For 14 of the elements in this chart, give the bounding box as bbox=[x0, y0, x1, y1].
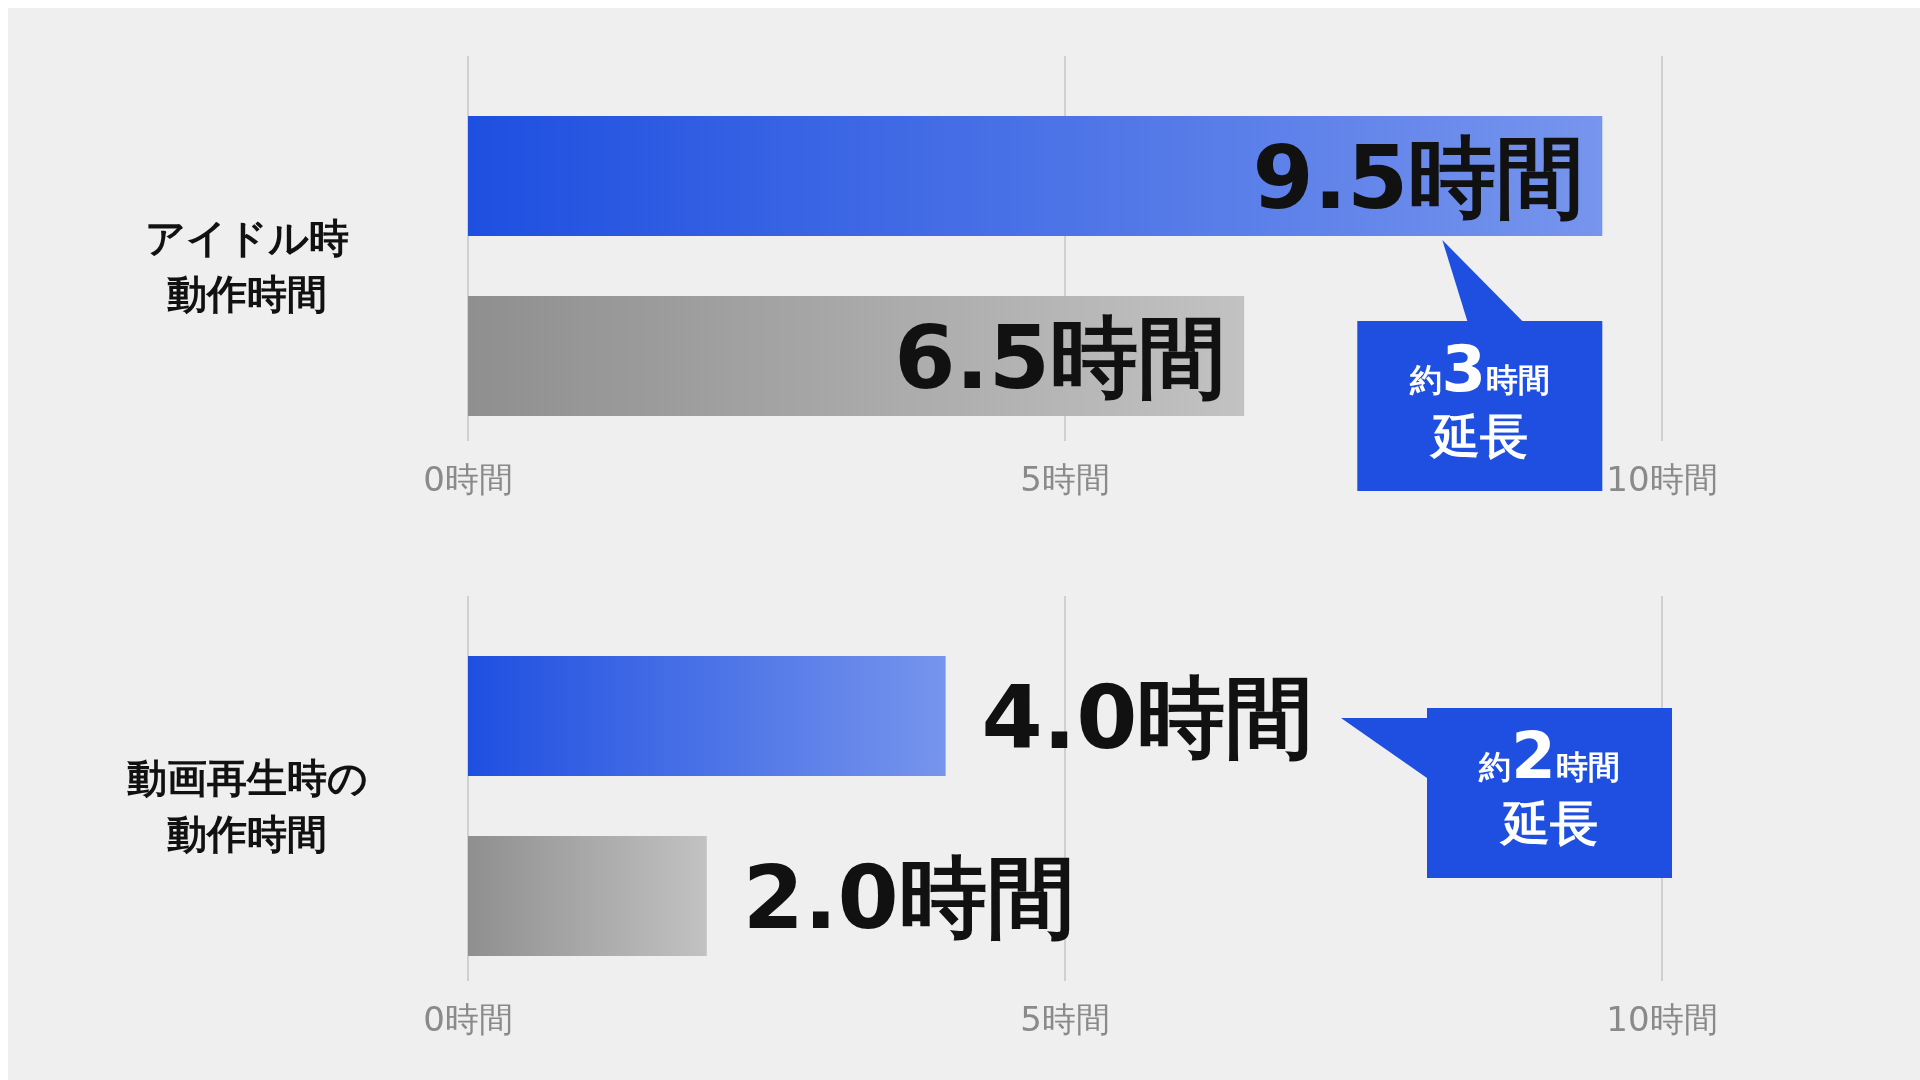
annotation: 約2時間延長 bbox=[1478, 719, 1620, 851]
data-label: 2.0時間 bbox=[742, 846, 1075, 949]
y-tick-label: 動画再生時の動作時間 bbox=[126, 755, 368, 857]
data-label: 9.5時間 bbox=[1252, 126, 1585, 229]
x-tick-label: 10時間 bbox=[1606, 999, 1718, 1039]
data-label: 6.5時間 bbox=[894, 306, 1227, 409]
x-tick-label: 0時間 bbox=[423, 459, 513, 499]
annotation: 約3時間延長 bbox=[1408, 332, 1551, 464]
data-label: 4.0時間 bbox=[981, 666, 1314, 769]
y-tick-label: アイドル時動作時間 bbox=[145, 215, 349, 317]
x-tick-label: 5時間 bbox=[1020, 459, 1110, 499]
x-tick-label: 5時間 bbox=[1020, 999, 1110, 1039]
x-tick-label: 10時間 bbox=[1606, 459, 1718, 499]
x-tick-label: 0時間 bbox=[423, 999, 513, 1039]
